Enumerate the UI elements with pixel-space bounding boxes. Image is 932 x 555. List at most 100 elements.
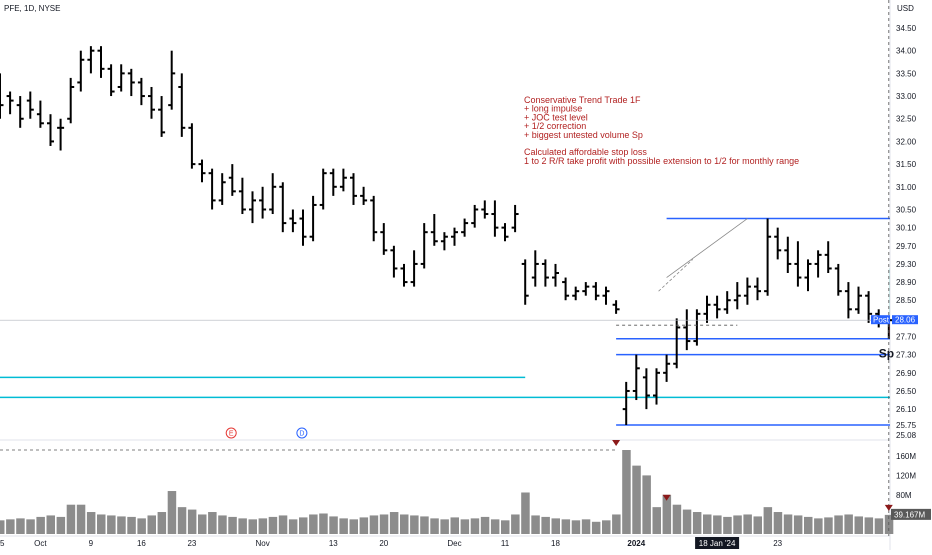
volume-bar	[127, 516, 136, 534]
volume-bar	[844, 514, 853, 534]
volume-bar	[147, 515, 156, 534]
target-zone	[888, 268, 890, 321]
price-tick-label: 34.00	[896, 47, 917, 56]
volume-bar	[6, 519, 15, 534]
volume-bar	[450, 517, 459, 534]
time-tick-label: 23	[773, 539, 782, 548]
event-badge-label: E	[229, 431, 234, 438]
ohlc-bar	[582, 282, 590, 296]
time-tick-label: 25	[0, 539, 5, 548]
volume-bar	[581, 519, 591, 534]
volume-bar	[56, 516, 66, 534]
volume-tag	[891, 508, 931, 520]
ohlc-bar	[824, 241, 832, 274]
volume-bar	[682, 509, 692, 534]
post-tag-label: Post	[873, 316, 890, 325]
price-tick-label: 32.00	[896, 137, 917, 146]
volume-bar	[389, 512, 399, 534]
ohlc-bar	[350, 173, 357, 205]
volume-tick-label: 160M	[896, 452, 916, 461]
current-date-tag	[695, 537, 740, 549]
ohlc-bar	[612, 300, 620, 314]
price-tick-label: 28.50	[896, 296, 917, 305]
event-badge-label: D	[299, 431, 304, 438]
price-tick-label: 29.30	[896, 260, 917, 269]
levels-layer	[0, 217, 890, 426]
ohlc-bar	[683, 309, 691, 351]
volume-bar	[86, 512, 96, 534]
volume-bar	[490, 519, 500, 534]
ohlc-bar	[47, 114, 54, 146]
ohlc-bar	[491, 200, 499, 237]
ohlc-bar	[87, 46, 95, 74]
current-date-label: 18 Jan '24	[699, 539, 736, 548]
price-tick-label: 26.90	[896, 369, 917, 378]
ohlc-bar	[148, 86, 155, 119]
price-tick-label: 30.50	[896, 205, 917, 214]
price-tick-label: 31.00	[896, 183, 917, 192]
time-tick-label: 23	[187, 539, 196, 548]
price-tick-label: 25.08	[896, 431, 917, 440]
price-tick-label: 31.50	[896, 160, 917, 169]
ohlc-bar	[723, 291, 731, 314]
ohlc-bar	[259, 186, 267, 219]
ohlc-bar	[400, 263, 408, 287]
ohlc-bar	[137, 77, 145, 106]
volume-marker-arrow	[884, 504, 893, 511]
volume-bar	[571, 520, 581, 534]
ohlc-bar	[733, 282, 741, 310]
ohlc-bar	[754, 277, 761, 301]
volume-bar	[26, 519, 35, 534]
time-tick-label: 11	[501, 539, 510, 548]
ohlc-bar	[632, 354, 640, 401]
ohlc-bar	[562, 277, 570, 301]
annotation-line: + long impulse	[524, 104, 582, 114]
ohlc-bar	[36, 100, 44, 128]
volume-bar	[602, 520, 611, 534]
ohlc-bar	[642, 368, 650, 410]
volume-bar	[76, 504, 86, 534]
volume-bar	[511, 514, 520, 534]
price-tick-label: 26.10	[896, 405, 917, 414]
overlay-layer: Conservative Trend Trade 1F+ long impuls…	[0, 0, 894, 536]
ohlc-bar	[299, 209, 307, 246]
plot-background	[0, 0, 890, 550]
volume-bar	[198, 514, 207, 534]
volume-bar	[66, 504, 76, 534]
ohlc-bar	[844, 282, 852, 319]
ohlc-bar	[764, 218, 772, 296]
volume-bar	[824, 517, 833, 534]
ohlc-bar	[360, 186, 368, 205]
volume-bar	[440, 519, 449, 534]
volume-bar	[268, 516, 278, 534]
volume-bar	[460, 519, 470, 534]
ohlc-bar	[774, 227, 782, 260]
time-tick-label: 2024	[627, 539, 645, 548]
ohlc-bar	[238, 177, 246, 215]
last-price-tag	[892, 315, 918, 325]
volume-tag-label: 39.167M	[894, 510, 925, 519]
volume-bar	[692, 512, 702, 534]
ohlc-bar	[784, 236, 792, 274]
volume-bar	[187, 509, 197, 534]
time-tick-label: Oct	[34, 539, 47, 548]
annotation-line: + biggest untested volume Sp	[524, 130, 643, 140]
volume-bar	[208, 512, 217, 534]
ohlc-bar	[67, 77, 75, 124]
ohlc-bar	[602, 286, 610, 305]
ohlc-bar	[501, 223, 509, 242]
annotation-line: + 1/2 correction	[524, 121, 586, 131]
ohlc-bar	[804, 259, 812, 292]
ohlc-bar	[319, 168, 327, 210]
ohlc-bar	[865, 291, 873, 323]
ohlc-bar	[26, 91, 34, 119]
volume-bar	[248, 519, 257, 534]
time-tick-label: 16	[137, 539, 146, 548]
ohlc-bar	[158, 96, 166, 137]
ohlc-bar	[188, 123, 196, 169]
ohlc-bar	[107, 64, 115, 97]
volume-bar	[743, 514, 752, 534]
ohlc-bar	[451, 227, 458, 246]
volume-bar	[814, 518, 823, 534]
